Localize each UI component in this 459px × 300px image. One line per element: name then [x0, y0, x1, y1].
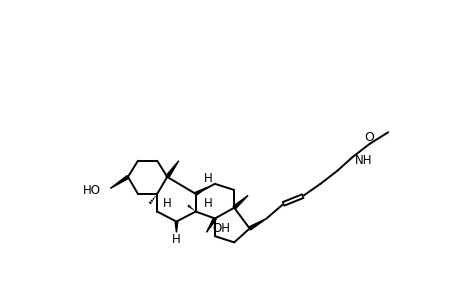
Polygon shape — [195, 188, 206, 195]
Polygon shape — [165, 161, 179, 178]
Polygon shape — [110, 176, 129, 188]
Text: H: H — [162, 197, 171, 210]
Polygon shape — [175, 222, 178, 232]
Text: H: H — [203, 197, 212, 210]
Text: H: H — [172, 233, 180, 246]
Polygon shape — [233, 195, 247, 209]
Text: O: O — [363, 131, 373, 144]
Text: NH: NH — [354, 154, 372, 167]
Polygon shape — [206, 218, 216, 232]
Text: HO: HO — [83, 184, 101, 196]
Text: H: H — [203, 172, 212, 184]
Text: OH: OH — [212, 222, 230, 235]
Polygon shape — [248, 218, 266, 230]
